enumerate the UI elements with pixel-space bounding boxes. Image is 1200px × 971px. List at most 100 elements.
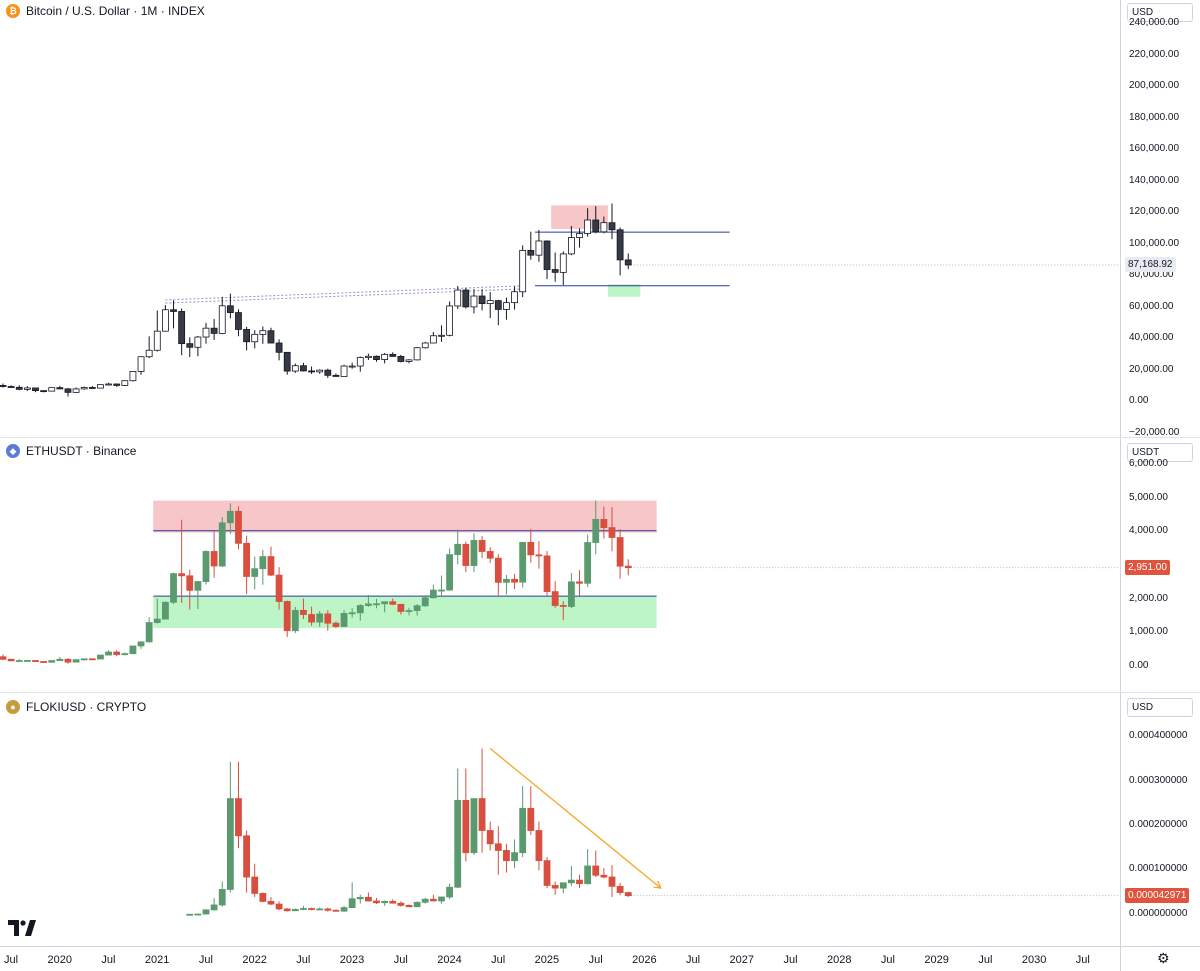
candle-body [283,351,291,372]
candle-body [348,612,356,615]
candle-body [543,240,551,270]
candle-body [340,365,348,377]
candle-body [438,334,445,337]
candle-body [511,852,518,862]
candle-body [470,540,478,566]
candle-body [161,601,169,620]
candle-body [332,622,340,627]
floki-chart-pane[interactable]: ● FLOKIUSD · CRYPTO [0,693,1120,946]
floki-legend[interactable]: ● FLOKIUSD · CRYPTO [6,700,146,714]
eth-currency-select[interactable]: USDT [1127,443,1193,462]
time-tick-label: Jul [783,954,798,966]
tradingview-logo[interactable] [8,920,36,941]
time-tick-label: Jul [588,954,603,966]
time-tick-label: Jul [198,954,213,966]
floki-price-axis[interactable]: USD 0.000400000 0.000300000 0.000200000 0.0… [1120,693,1200,946]
time-tick-label: 2026 [632,954,657,966]
eth-price-axis[interactable]: USDT 6,000.005,000.004,000.003,000.002,0… [1120,438,1200,692]
eth-chart-pane[interactable]: ◆ ETHUSDT · Binance [0,438,1120,692]
candle-body [624,892,632,897]
candle-body [40,390,47,393]
trendline-arrowhead [653,880,662,889]
candle-body [178,311,186,345]
candle-body [64,658,72,663]
time-tick-label: 2024 [437,954,462,966]
eth-legend[interactable]: ◆ ETHUSDT · Binance [6,444,136,458]
candle-body [64,388,72,393]
price-tick-label: 200,000.00 [1129,80,1180,92]
pane-divider[interactable] [0,437,1200,438]
candle-body [494,300,502,310]
btc-currency-select[interactable]: USD [1127,3,1193,22]
candle-body [105,383,112,386]
candle-body [291,609,299,632]
candle-body [0,385,7,387]
pane-divider[interactable] [0,692,1200,693]
floki-currency-select[interactable]: USD [1127,698,1193,717]
candle-body [576,581,583,584]
candle-body [121,380,129,386]
candle-body [194,581,202,591]
candle-body [356,357,364,367]
candle-body [584,865,592,885]
candle-body [251,568,259,577]
candle-body [129,370,137,382]
candle-body [0,656,7,660]
candle-body [389,601,397,605]
price-tick-label: 5,000.00 [1129,491,1168,503]
candle-body [486,830,494,845]
candle-body [421,342,429,349]
candle-body [405,359,413,362]
candle-body [7,386,15,388]
eth-last-price-tag: 2,951.00 [1125,559,1170,575]
tradingview-logo-mark [8,920,36,936]
btc-legend[interactable]: ₿ Bitcoin / U.S. Dollar · 1M · INDEX [6,4,205,18]
price-tick-label: 0.000000000 [1129,907,1188,919]
candle-body [316,908,324,911]
candle-body [23,660,31,662]
price-tick-label: 0.000200000 [1129,819,1188,831]
candle-body [364,897,372,902]
candle-body [551,269,559,273]
candle-body [511,578,518,583]
candle-body [235,510,242,544]
candle-body [291,365,299,372]
resistance-zone [551,205,608,229]
candle-body [80,658,88,661]
candle-body [186,913,194,916]
price-tick-label: 0.00 [1129,395,1149,407]
candle-body [88,387,96,389]
ceiling-trendline [165,285,523,301]
candle-body [478,540,486,552]
time-axis[interactable]: Jul 2020 Jul 2021 Jul 2022 Jul 2023 Jul 2024 Jul 20… [0,946,1120,971]
downtrend-line [489,748,662,889]
candle-body [121,653,129,656]
price-tick-label: 220,000.00 [1129,48,1180,60]
time-tick-label: 2028 [826,954,852,966]
price-tick-label: 0.00 [1129,659,1149,671]
price-tick-label: 180,000.00 [1129,111,1180,123]
candle-body [616,885,624,893]
candle-body [462,543,470,566]
candle-body [519,541,527,583]
gear-icon[interactable]: ⚙ [1157,950,1170,966]
candle-body [397,902,405,906]
candle-body [332,374,340,377]
price-tick-label: 20,000.00 [1129,363,1174,375]
time-tick-label: Jul [3,954,19,966]
candle-body [15,386,23,390]
btc-chart-pane[interactable]: ₿ Bitcoin / U.S. Dollar · 1M · INDEX [0,0,1120,437]
candle-body [32,660,39,662]
btc-candles-svg [0,203,1120,397]
btc-price-axis[interactable]: USD 240,000.00 220,000.00 200,000.00 180,00… [1120,0,1200,437]
btc-currency-label: USD [1132,7,1154,18]
candle-body [559,605,567,607]
settings-corner[interactable]: ⚙ [1120,946,1200,971]
candle-body [194,913,202,916]
price-tick-label: 140,000.00 [1129,174,1180,186]
price-tick-label: 40,000.00 [1129,332,1174,344]
price-tick-label: 0.000400000 [1129,730,1188,742]
candle-body [527,541,535,556]
price-tick-label: 160,000.00 [1129,143,1180,155]
candle-body [519,807,527,854]
